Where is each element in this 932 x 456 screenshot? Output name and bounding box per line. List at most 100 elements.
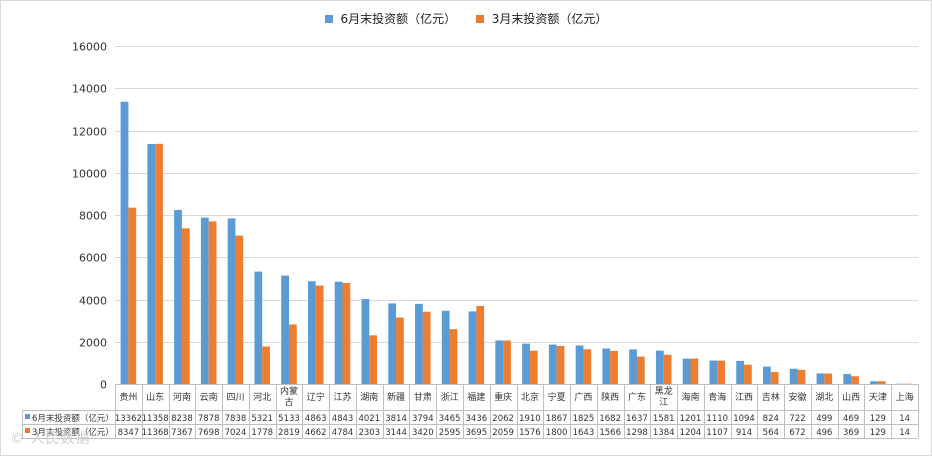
x-tick-label: 上海 [896, 391, 914, 403]
bar-series1 [174, 209, 182, 384]
legend-swatch-series1 [324, 14, 333, 23]
table-value: 3144 [385, 428, 407, 438]
bar-series1 [602, 348, 611, 384]
table-legend-key [25, 414, 30, 419]
table-value: 1298 [626, 428, 648, 438]
bar-series2 [288, 324, 297, 384]
y-tick-label: 16000 [72, 41, 107, 54]
x-tick-label: 四川 [226, 393, 244, 403]
bar-series1 [361, 299, 370, 384]
table-value: 129 [870, 414, 886, 424]
table-value: 1566 [599, 428, 621, 438]
table-value: 1110 [706, 414, 728, 424]
x-tick-label: 陕西 [601, 391, 619, 403]
bar-series2 [663, 354, 672, 384]
bar-series2 [396, 317, 404, 384]
y-tick-label: 2000 [79, 337, 107, 350]
bar-series1 [388, 303, 397, 384]
table-series-label: 6月末投资额（亿元） [32, 413, 114, 424]
bar-series1 [709, 360, 718, 384]
table-value: 824 [763, 414, 779, 424]
table-value: 496 [816, 428, 832, 438]
bar-series2 [851, 376, 859, 384]
legend-item-series1: 6月末投资额（亿元） [324, 10, 457, 27]
table-value: 14 [899, 428, 910, 438]
x-tick-label: 北京 [521, 391, 539, 403]
table-value: 1576 [519, 428, 541, 438]
x-tick-label: 青海 [708, 391, 726, 403]
table-series-label: 3月末投资额（亿元） [32, 427, 114, 438]
bar-series1 [870, 381, 878, 384]
table-value: 914 [736, 428, 752, 438]
x-tick-label: 吉林 [762, 391, 780, 403]
table-value: 8347 [118, 428, 140, 438]
bar-series1 [843, 374, 852, 384]
y-tick-label: 14000 [72, 83, 107, 96]
x-tick-label: 湖北 [815, 392, 833, 403]
legend-swatch-series2 [475, 14, 484, 23]
table-value: 11358 [142, 414, 169, 424]
table-value: 1384 [653, 428, 675, 438]
bar-series1 [495, 340, 504, 384]
bar-series2 [690, 358, 699, 384]
legend-item-series2: 3月末投资额（亿元） [475, 10, 607, 27]
table-value: 1581 [653, 414, 675, 424]
x-tick-label: 宁夏 [548, 391, 566, 403]
bar-series2 [770, 372, 779, 384]
bar-series1 [415, 303, 423, 384]
table-value: 2059 [492, 428, 514, 438]
x-tick-label: 云南 [200, 391, 218, 403]
table-value: 2062 [492, 414, 514, 424]
bar-series2 [422, 311, 431, 384]
bar-series1 [548, 344, 557, 384]
bar-series1 [468, 311, 477, 384]
y-tick-label: 4000 [79, 295, 107, 308]
bar-series2 [583, 349, 592, 384]
bar-series2 [556, 345, 565, 384]
table-value: 1094 [733, 414, 755, 424]
table-value: 1204 [680, 428, 702, 438]
table-value: 1825 [573, 414, 595, 424]
x-tick-label: 新疆 [387, 391, 405, 403]
table-value: 2819 [278, 428, 300, 438]
bar-series1 [254, 271, 263, 384]
table-value: 11368 [142, 428, 169, 438]
legend-label-series1: 6月末投资额（亿元） [340, 12, 457, 26]
bar-series2 [155, 143, 163, 384]
table-value: 4784 [332, 428, 354, 438]
x-tick-label: 重庆 [494, 391, 512, 403]
table-value: 1643 [573, 428, 595, 438]
bar-series2 [342, 282, 351, 384]
table-value: 4843 [332, 414, 354, 424]
table-value: 369 [843, 428, 859, 438]
bar-series2 [744, 364, 752, 384]
bar-series2 [824, 373, 833, 384]
bar-series1 [575, 345, 584, 384]
bar-series2 [529, 350, 538, 384]
x-tick-label-line2: 古 [284, 396, 293, 408]
x-tick-label: 内蒙 [280, 385, 298, 397]
table-value: 1867 [546, 414, 568, 424]
bar-series2 [877, 381, 886, 384]
x-tick-label: 江西 [735, 392, 753, 403]
x-tick-label: 广东 [628, 391, 646, 403]
table-value: 3695 [466, 428, 488, 438]
table-value: 13362 [115, 414, 142, 424]
bar-series2 [315, 285, 324, 384]
table-value: 5321 [251, 414, 273, 424]
y-tick-label: 0 [100, 379, 107, 392]
bar-series1 [334, 281, 343, 384]
x-tick-label: 海南 [681, 391, 699, 403]
table-value: 672 [789, 428, 805, 438]
x-tick-label: 福建 [467, 391, 485, 403]
bar-series2 [797, 369, 806, 384]
x-tick-label: 天津 [869, 392, 887, 403]
x-tick-label: 湖南 [360, 391, 378, 403]
table-value: 7024 [225, 428, 247, 438]
table-value: 1800 [546, 428, 568, 438]
bar-series1 [441, 310, 450, 384]
bar-series2 [181, 228, 190, 384]
bar-series2 [610, 350, 618, 384]
bar-series2 [503, 340, 511, 384]
